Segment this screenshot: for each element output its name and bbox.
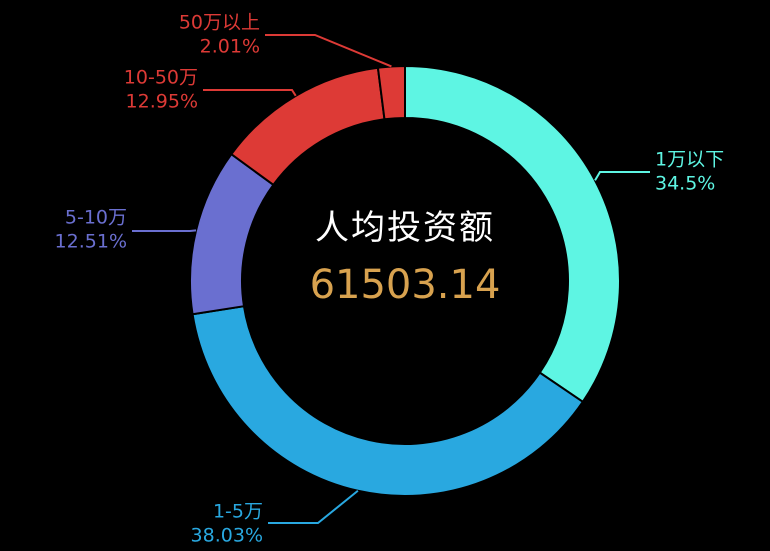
slice-percent-label: 34.5% [655,173,715,195]
slice-name-label: 50万以上 [179,12,260,34]
slice-percent-label: 2.01% [200,36,260,58]
slice-name-label: 1-5万 [213,501,263,523]
slice-name-label: 10-50万 [124,67,198,89]
slice-name-label: 1万以下 [655,149,724,171]
center-title: 人均投资额 [315,208,495,248]
slice-percent-label: 12.95% [126,91,198,113]
slice-percent-label: 38.03% [191,525,263,547]
leader-line-50万以上 [265,34,392,68]
leader-line-1万以下 [594,171,650,181]
slice-percent-label: 12.51% [55,231,127,253]
leader-line-1-5万 [268,489,359,524]
leader-line-5-10万 [132,229,197,232]
center-value: 61503.14 [309,262,501,308]
slice-10-50万[interactable] [229,66,386,187]
slice-name-label: 5-10万 [65,207,127,229]
leader-line-10-50万 [203,89,297,97]
slice-1-5万[interactable] [191,305,585,497]
slice-50万以上[interactable] [376,64,406,121]
slice-1万以下[interactable] [404,64,621,404]
